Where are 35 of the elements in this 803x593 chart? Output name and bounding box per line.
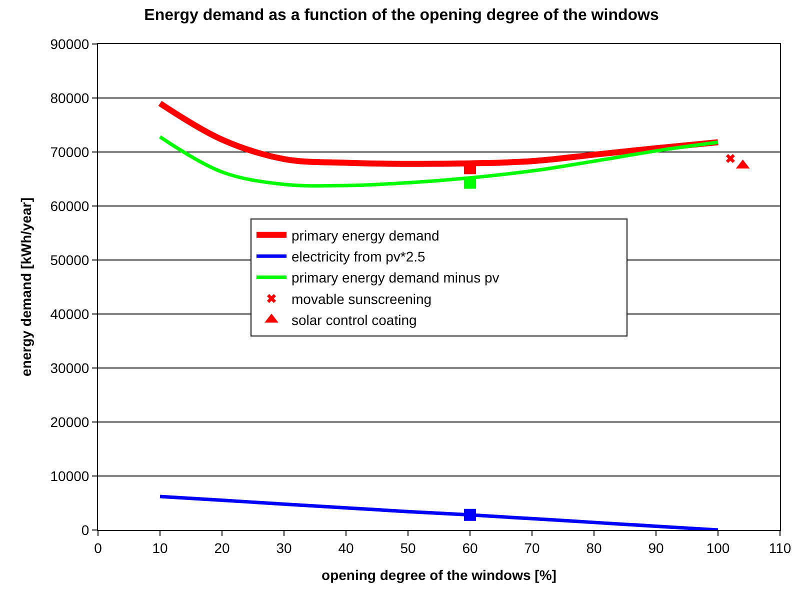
y-axis-title: energy demand [kWh/year] [18, 198, 34, 376]
line-series [158, 494, 720, 530]
x-tick-label: 70 [524, 540, 540, 556]
y-tick-label: 20000 [50, 414, 90, 430]
y-tick-label: 10000 [50, 468, 90, 484]
x-tick-label: 0 [94, 540, 102, 556]
legend-label: movable sunscreening [292, 290, 432, 307]
y-tick-label: 70000 [50, 144, 90, 160]
x-tick-label: 80 [586, 540, 602, 556]
point [726, 154, 735, 163]
x-tick-label: 100 [706, 540, 730, 556]
legend-label: primary energy demand [292, 227, 440, 244]
x-tick-label: 60 [462, 540, 478, 556]
y-tick-label: 90000 [50, 36, 90, 52]
y-tick-label: 40000 [50, 306, 90, 322]
x-tick-label: 90 [648, 540, 664, 556]
point [464, 508, 476, 521]
y-tick-label: 60000 [50, 198, 90, 214]
legend-label: solar control coating [292, 312, 417, 328]
y-tick-label: 80000 [50, 90, 90, 106]
chart-title: Energy demand as a function of the opening degree of the windows [144, 7, 659, 24]
x-tick-label: 110 [768, 540, 792, 556]
legend-label: electricity from pv*2.5 [292, 248, 426, 265]
x-tick-label: 40 [338, 540, 354, 556]
y-tick-label: 30000 [50, 360, 90, 376]
y-tick-label: 0 [81, 522, 90, 538]
y-tick-label: 50000 [50, 252, 90, 268]
x-tick-label: 50 [400, 540, 416, 556]
point [464, 176, 476, 189]
x-axis-title: opening degree of the windows [%] [322, 567, 556, 584]
x-tick-label: 10 [152, 540, 168, 556]
line-series [158, 135, 720, 188]
x-tick-label: 30 [276, 540, 292, 556]
x-tick-label: 20 [214, 540, 230, 556]
legend-label: primary energy demand minus pv [292, 270, 500, 286]
